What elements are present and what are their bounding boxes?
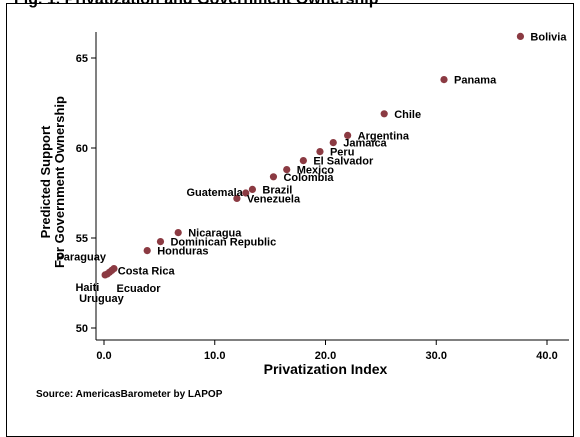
data-point [380,110,388,118]
data-point [283,166,291,174]
point-label: Peru [330,147,354,159]
x-tick-label: 0.0 [96,350,111,362]
data-point [101,271,109,279]
data-point [156,238,165,246]
point-label: Panama [454,75,497,87]
point-label: Colombia [283,172,334,184]
point-label: Bolivia [530,31,567,43]
y-axis-label-line-2: For Government Ownership [52,96,67,268]
point-label: Paraguay [56,252,106,264]
data-point [516,32,525,41]
point-label: Honduras [157,246,208,258]
point-labels: Bolivia Panama Chile ArgentinaJamaicaPeruEl… [56,31,567,305]
data-point [316,148,324,156]
x-axis-ticks: 0.0 10.0 20.0 30.0 40.0 [96,340,558,362]
figure-title: Fig. 1. Privatization and Government Own… [14,0,379,9]
point-label: Venezuela [247,193,301,205]
y-axis-ticks: 50 55 60 65 [76,53,96,335]
y-tick-label: 60 [76,143,88,155]
y-tick-label: 65 [76,53,88,65]
data-point [143,247,151,255]
point-label: Brazil [262,184,292,196]
x-tick-label: 30.0 [426,350,447,362]
point-label: Chile [394,109,421,121]
x-tick-label: 20.0 [315,350,336,362]
data-point [440,76,448,84]
axes [95,32,569,341]
x-tick-label: 40.0 [536,350,557,362]
point-label: Haiti [75,282,99,294]
y-axis-label-line-1: Predicted Support [38,125,53,238]
point-label: Costa Rica [118,265,176,277]
data-point [174,229,182,237]
point-label: Guatemala [187,187,244,199]
data-point [329,139,337,147]
x-axis-label: Privatization Index [264,361,388,377]
point-label: El Salvador [313,156,374,168]
x-tick-label: 10.0 [204,350,225,362]
y-tick-label: 55 [76,233,88,245]
y-tick-label: 50 [76,323,88,335]
data-point [233,194,241,202]
source-note: Source: AmericasBarometer by LAPOP [36,389,223,400]
data-points [101,32,525,279]
point-label: Argentina [358,130,410,142]
point-label: Dominican Republic [170,237,276,249]
data-point [248,185,257,193]
y-axis-label: Predicted Support For Government Ownersh… [38,96,67,268]
data-point [344,131,352,139]
scatter-chart: 50 55 60 65 0.0 10.0 20.0 30.0 40.0 Privatizati… [38,31,569,377]
data-point [242,189,250,197]
point-label: Jamaica [343,138,387,150]
data-point [269,173,278,181]
point-label: Nicaragua [188,228,242,240]
point-label: Uruguay [79,293,125,305]
point-label: Mexico [297,165,335,177]
data-point [299,157,307,165]
point-label: Ecuador [117,283,162,295]
